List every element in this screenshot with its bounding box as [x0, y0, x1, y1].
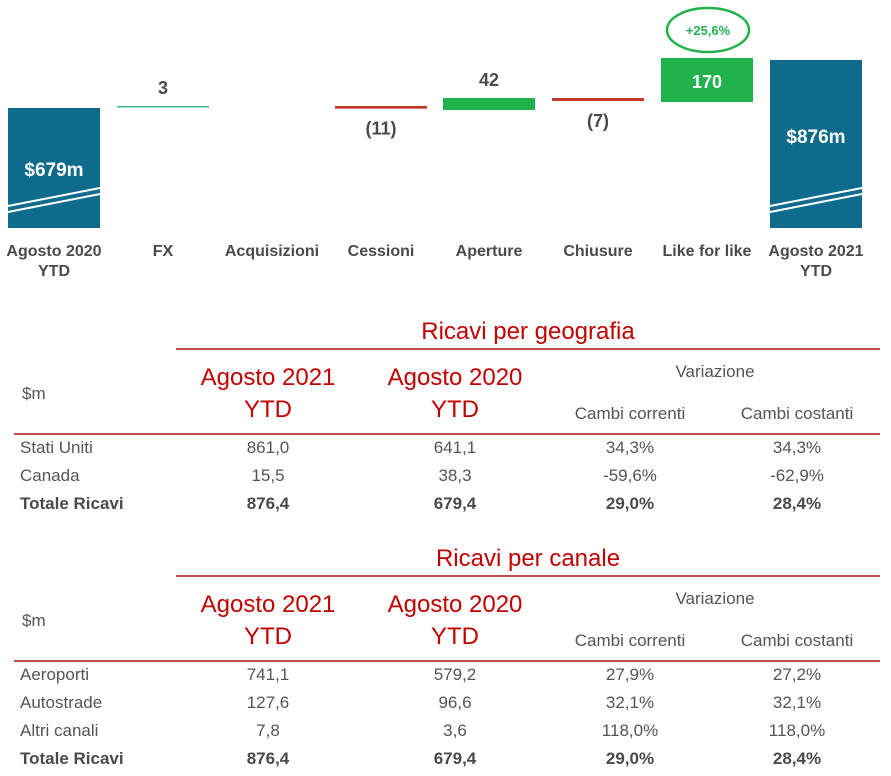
waterfall-chart: $679m 3 (11) 42 (7) 170 +25,6% $876m Agosto 2020…: [6, 6, 864, 280]
table-cell: 7,8: [256, 721, 280, 740]
increase-bar: [443, 98, 535, 110]
table-cell: 27,2%: [772, 665, 822, 684]
table-title: Ricavi per geografia: [421, 318, 635, 345]
table-cell: 27,9%: [605, 665, 655, 684]
data-label: 3: [158, 78, 168, 98]
category-label: Aperture: [456, 243, 523, 260]
increase-bar: [661, 58, 753, 102]
table-cell: 127,6: [246, 693, 290, 712]
table-cell: 3,6: [443, 721, 467, 740]
table-cell: 34,3%: [605, 438, 655, 457]
data-label: $679m: [24, 160, 83, 181]
column-header-year: Agosto 2020: [387, 591, 523, 618]
table-cell: 29,0%: [605, 494, 655, 513]
table-cell: 741,1: [246, 665, 290, 684]
category-label: YTD: [800, 263, 832, 280]
data-label: 42: [479, 70, 499, 90]
row-label: Altri canali: [20, 721, 99, 740]
table-cell: -59,6%: [603, 466, 657, 485]
column-header-year: Agosto 2021: [200, 591, 336, 618]
table-cell: 28,4%: [772, 749, 822, 768]
row-label: Totale Ricavi: [20, 494, 124, 513]
unit-label: $m: [22, 384, 46, 403]
data-label: $876m: [786, 127, 845, 148]
sub-header: Cambi costanti: [740, 631, 854, 650]
annotation-ellipse: [665, 6, 751, 54]
table-cell: 679,4: [433, 749, 477, 768]
sub-header: Cambi correnti: [574, 631, 686, 650]
category-label: YTD: [38, 263, 70, 280]
header-bottom-rule: [14, 433, 880, 435]
row-label: Totale Ricavi: [20, 749, 124, 768]
increase-bar: [117, 106, 209, 108]
data-label: 170: [692, 72, 722, 92]
row-label: Stati Uniti: [20, 438, 93, 457]
axis-break-line: [7, 193, 101, 213]
row-label: Autostrade: [20, 693, 103, 712]
table-cell: 679,4: [433, 494, 477, 513]
category-label: Chiusure: [563, 243, 632, 260]
variation-header: Variazione: [675, 362, 755, 381]
category-label: FX: [153, 243, 174, 260]
table-cell: 118,0%: [768, 721, 826, 740]
axis-break-line: [769, 193, 863, 213]
row-label: Aeroporti: [20, 665, 89, 684]
table-cell: 876,4: [246, 494, 290, 513]
row-label: Canada: [20, 466, 80, 485]
table-cell: 32,1%: [605, 693, 655, 712]
header-bottom-rule: [14, 660, 880, 662]
table-cell: 579,2: [433, 665, 477, 684]
table-cell: -62,9%: [770, 466, 824, 485]
table-cell: 28,4%: [772, 494, 822, 513]
category-label: Agosto 2021: [768, 243, 863, 260]
annotation-label: +25,6%: [686, 23, 731, 38]
header-rule: [176, 348, 880, 350]
table-cell: 876,4: [246, 749, 290, 768]
table-title: Ricavi per canale: [435, 545, 621, 572]
table-cell: 641,1: [433, 438, 477, 457]
axis-break-line: [7, 187, 101, 207]
category-label: Agosto 2020: [6, 243, 101, 260]
table-cell: 38,3: [438, 466, 472, 485]
sub-header: Cambi costanti: [740, 404, 854, 423]
column-header-ytd: YTD: [431, 623, 479, 650]
column-header-ytd: YTD: [431, 396, 479, 423]
category-label: Like for like: [663, 243, 752, 260]
table-cell: 29,0%: [605, 749, 655, 768]
column-header-year: Agosto 2020: [387, 364, 523, 391]
column-header-ytd: YTD: [244, 396, 292, 423]
table-cell: 15,5: [251, 466, 285, 485]
table-cell: 118,0%: [601, 721, 659, 740]
axis-break-line: [769, 187, 863, 207]
unit-label: $m: [22, 611, 46, 630]
total-bar: [770, 60, 862, 228]
decrease-bar: [335, 106, 427, 109]
table-cell: 34,3%: [772, 438, 822, 457]
decrease-bar: [552, 98, 644, 101]
table-cell: 32,1%: [772, 693, 822, 712]
sub-header: Cambi correnti: [574, 404, 686, 423]
data-label: (7): [587, 111, 609, 131]
column-header-ytd: YTD: [244, 623, 292, 650]
table-cell: 96,6: [438, 693, 472, 712]
category-label: Acquisizioni: [225, 243, 319, 260]
data-label: (11): [365, 119, 396, 139]
column-header-year: Agosto 2021: [200, 364, 336, 391]
category-label: Cessioni: [348, 243, 415, 260]
table-cell: 861,0: [246, 438, 290, 457]
header-rule: [176, 575, 880, 577]
variation-header: Variazione: [675, 589, 755, 608]
